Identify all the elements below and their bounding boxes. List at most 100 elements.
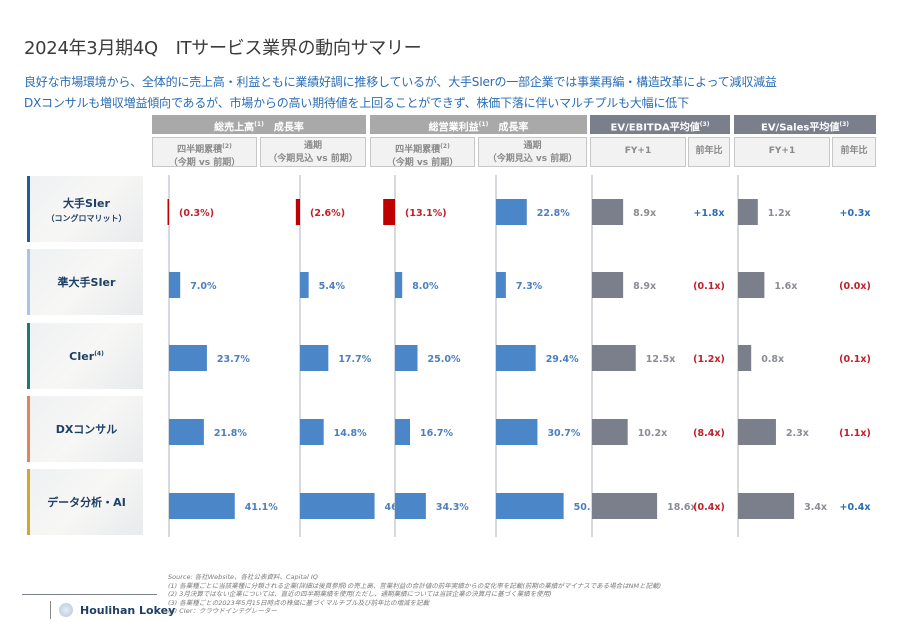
bar [592,493,658,519]
data-label: 22.8% [537,208,570,219]
subheader-ebitda-yoy: 前年比 [688,137,730,167]
data-label: 7.3% [516,281,543,292]
brand-logo: Houlihan Lokey [22,594,176,619]
data-label: 29.4% [546,354,579,365]
summary-line-2: DXコンサルも増収増益傾向であるが、市場からの高い期待値を上回ることができず、株… [24,96,689,110]
subheader-profit-fullyear: 通期 （今期見込 vs 前期） [478,137,587,167]
brand-name: Houlihan Lokey [80,603,176,617]
data-label: 1.2x [768,208,791,219]
bar [169,272,181,298]
data-label: 0.8x [761,354,784,365]
row-label-dx-consulting: DXコンサル [27,396,143,462]
bar [496,345,536,371]
yoy-label: +0.3x [840,208,871,219]
bar [395,493,426,519]
data-label: 2.3x [786,428,809,439]
bar [738,199,758,225]
data-label: 41.1% [245,502,278,513]
data-label: 18.6x [667,502,697,513]
bar [592,199,624,225]
bar [496,493,564,519]
data-label: 8.9x [633,208,656,219]
bar [738,493,795,519]
group-header-operating-profit: 総営業利益(1) 成長率 [370,115,587,134]
yoy-label: +1.8x [694,208,725,219]
data-label: 14.8% [334,428,367,439]
subheader-revenue-quarterly: 四半期累積(2) （今期 vs 前期） [152,137,257,168]
yoy-label: (0.4x) [693,502,725,513]
bar [383,199,395,225]
subheader-ebitda-fy1: FY+1 [590,137,686,167]
group-header-ev-ebitda: EV/EBITDA平均値(3) [590,115,730,134]
yoy-label: (0.0x) [839,281,871,292]
data-label: 3.4x [804,502,827,513]
bar [395,419,411,445]
bar [592,419,628,445]
bar [592,345,636,371]
bar [395,272,403,298]
data-label: 50.1% [574,502,607,513]
subheader-sales-yoy: 前年比 [832,137,876,167]
row-accent [27,396,30,462]
data-label: 8.0% [412,281,439,292]
yoy-label: +0.4x [840,502,871,513]
data-label: (2.6%) [310,208,345,219]
bar [169,419,204,445]
bar [738,345,752,371]
yoy-label: (0.1x) [839,354,871,365]
data-label: 23.7% [217,354,250,365]
bar [496,199,527,225]
row-label-cier: CIer(4) [27,323,143,389]
row-label-data-ai: データ分析・AI [27,469,143,535]
footnotes: Source: 各社Website、各社公表資料、Capital IQ (1) … [168,573,661,616]
yoy-label: (8.4x) [693,428,725,439]
data-label: 21.8% [214,428,247,439]
bar [169,345,207,371]
subheader-revenue-fullyear: 通期 （今期見込 vs 前期） [260,137,366,167]
yoy-label: (1.1x) [839,428,871,439]
data-label: 16.7% [420,428,453,439]
row-accent [27,249,30,315]
summary-line-1: 良好な市場環境から、全体的に売上高・利益ともに業績好調に推移しているが、大手SI… [24,75,777,89]
bar [738,272,765,298]
bar [496,272,506,298]
footnote-2: (2) 3月決算ではない企業については、直近の四半期業績を使用(ただし、通期業績… [168,590,552,599]
data-label: 25.0% [428,354,461,365]
data-label: 10.2x [638,428,668,439]
yoy-label: (0.1x) [693,281,725,292]
logo-mark-icon [59,603,73,617]
bar [300,493,375,519]
bar [300,272,309,298]
data-label: 46.6% [385,502,418,513]
footnote-1: (1) 各業種ごとに当該業種に分類される企業(詳細は後頁参照)の売上高、営業利益… [168,581,662,590]
subheader-sales-fy1: FY+1 [734,137,830,167]
row-label-large-sier: 大手SIer （コングロマリット） [27,176,143,242]
bar [496,419,538,445]
bar [167,199,169,225]
data-label: 34.3% [436,502,469,513]
data-label: 5.4% [319,281,346,292]
bar [300,419,324,445]
bar [738,419,776,445]
row-label-mid-sier: 準大手SIer [27,249,143,315]
data-label: 1.6x [774,281,797,292]
footnote-3: (3) 各業種ごとの2023年5月15日時点の株価に基づくマルチプル及び前年比の… [168,598,430,607]
group-header-ev-sales: EV/Sales平均値(3) [734,115,876,134]
page-title: 2024年3月期4Q ITサービス業界の動向サマリー [24,38,422,59]
bar [395,345,418,371]
bar [169,493,235,519]
footnote-source: Source: 各社Website、各社公表資料、Capital IQ [168,573,318,581]
row-accent [27,323,30,389]
data-label: 12.5x [646,354,676,365]
yoy-label: (1.2x) [693,354,725,365]
data-label: (13.1%) [405,208,447,219]
footnote-4: (4) CIer：クラウドインテグレーター [168,607,277,616]
data-label: (0.3%) [179,208,214,219]
subheader-profit-quarterly: 四半期累積(2) （今期 vs 前期） [370,137,475,168]
bar [300,345,329,371]
data-label: 8.9x [633,281,656,292]
group-header-revenue: 総売上高(1) 成長率 [152,115,366,134]
bar [592,272,624,298]
data-label: 30.7% [547,428,580,439]
row-accent [27,469,30,535]
